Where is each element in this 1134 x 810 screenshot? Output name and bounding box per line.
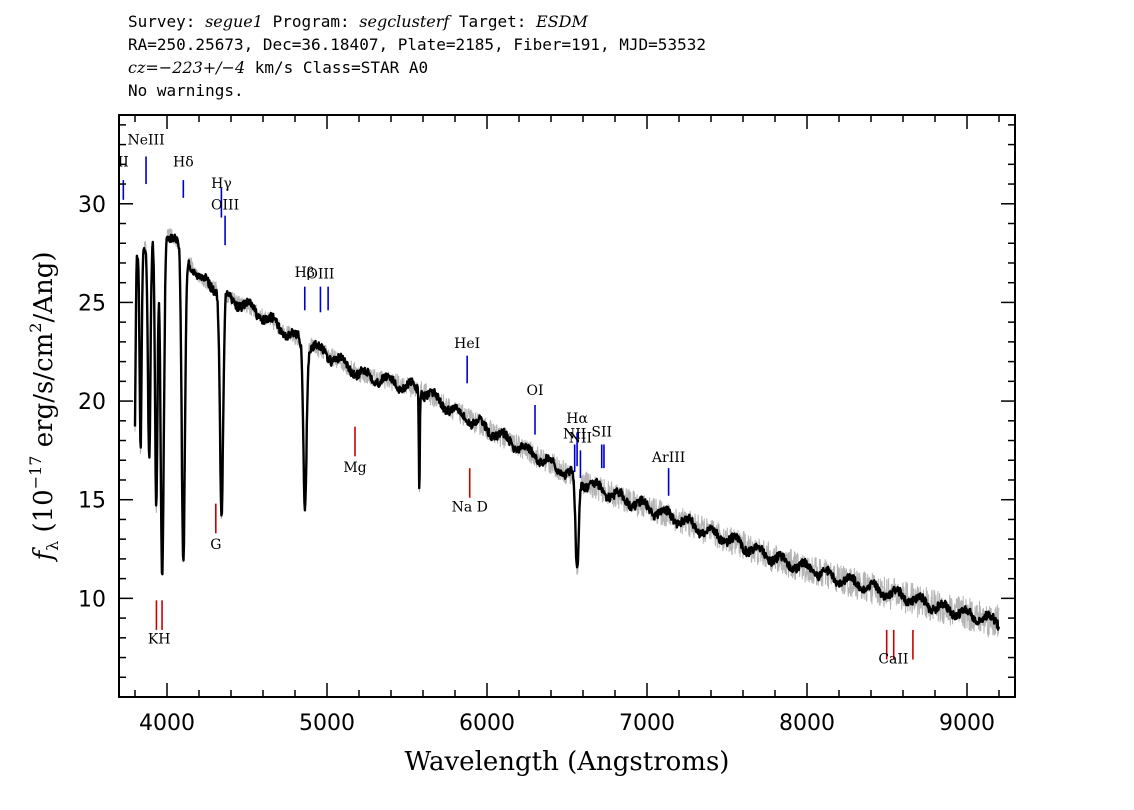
emission-line-label: Hα [566,411,588,427]
emission-line-label: SII [591,425,612,441]
program-value: segclusterf [359,12,450,31]
emission-line-label: NII [563,427,586,443]
emission-line-label: OI [526,383,543,399]
y-tick-label: 20 [78,390,106,415]
absorption-line-label: G [210,537,221,553]
y-tick-label: 30 [78,193,106,218]
spectrum-header: Survey: segue1 Program: segclusterf Targ… [128,10,706,102]
header-line-warnings: No warnings. [128,81,244,100]
header-line-survey: Survey: segue1 Program: segclusterf Targ… [128,10,706,33]
cz-class: km/s Class=STAR A0 [245,58,429,77]
absorption-line-label: Mg [343,460,366,476]
x-tick-label: 6000 [459,711,515,736]
header-line-coordinates: RA=250.25673, Dec=36.18407, Plate=2185, … [128,35,706,54]
program-label: Program: [272,12,350,31]
x-tick-label: 5000 [299,711,355,736]
emission-line-label: OIII [211,198,239,214]
emission-line-label: ArIII [651,450,685,466]
y-tick-label: 25 [78,291,106,316]
plot-frame [118,114,1016,698]
survey-label: Survey: [128,12,196,31]
observed-flux-line [134,227,1000,638]
y-axis-title: fλ (10−17 erg/s/cm2/Ang) [26,251,62,562]
emission-line-label: HeI [454,336,480,352]
emission-line-label: Hγ [211,176,232,192]
axes: 4000 5000 6000 7000 8000 9000 10 15 20 25 30 [78,115,1015,736]
emission-line-label: Hδ [173,154,194,170]
x-tick-label: 9000 [939,711,995,736]
y-tick-label: 15 [78,489,106,514]
x-axis-title: Wavelength (Angstroms) [405,747,730,777]
x-tick-label: 8000 [779,711,835,736]
cz-value: −223+/−4 [158,58,246,77]
smoothed-flux-line [133,233,1001,631]
absorption-line-label: Na D [452,500,488,516]
cz-label: cz= [128,58,159,77]
emission-line-label: OIII [306,267,334,283]
survey-value: segue1 [205,12,263,31]
target-value: ESDM [536,12,588,31]
x-tick-label: 4000 [139,711,195,736]
x-tick-label: 7000 [619,711,675,736]
absorption-line-label: KH [148,632,171,648]
emission-line-label: NII [569,430,592,446]
smoothed-flux-series [133,233,1001,631]
emission-line-label: II [118,154,129,170]
absorption-line-label: CaII [878,651,908,667]
target-label: Target: [458,12,527,31]
y-tick-label: 10 [78,587,106,612]
header-line-redshift: cz=−223+/−4 km/s Class=STAR A0 [128,56,706,79]
observed-flux-series [134,227,1000,638]
emission-line-label: Hβ [295,265,315,281]
emission-line-label: NeIII [127,133,164,149]
